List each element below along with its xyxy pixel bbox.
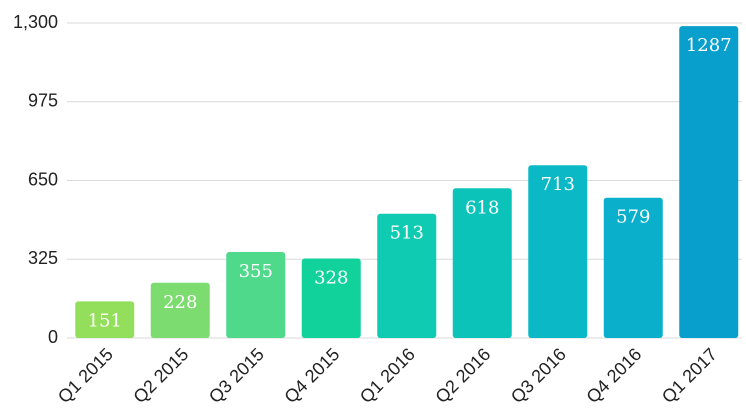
x-tick-label: Q2 2016: [431, 344, 494, 407]
y-tick-label: 650: [28, 169, 58, 189]
value-label: 579: [616, 207, 650, 228]
value-label: 713: [541, 174, 575, 195]
bar: [679, 26, 739, 339]
bar: [150, 282, 210, 338]
value-label: 355: [239, 261, 273, 282]
y-tick-label: 325: [28, 248, 58, 268]
x-tick-label: Q3 2015: [205, 344, 268, 407]
y-tick-label: 0: [48, 327, 58, 347]
bar: [377, 213, 437, 338]
bar: [603, 197, 663, 338]
bar: [75, 301, 135, 338]
x-tick-label: Q1 2015: [54, 344, 117, 407]
y-tick-label: 975: [28, 91, 58, 111]
value-label: 513: [390, 223, 424, 244]
value-label: 151: [88, 310, 122, 331]
x-tick-label: Q2 2015: [129, 344, 192, 407]
value-label: 328: [314, 268, 348, 289]
x-tick-label: Q4 2016: [582, 344, 645, 407]
y-tick-label: 1,300: [13, 12, 58, 32]
bar: [528, 165, 588, 338]
x-tick-label: Q3 2016: [507, 344, 570, 407]
bar: [226, 251, 286, 338]
x-tick-label: Q1 2017: [658, 344, 721, 407]
bar: [452, 188, 512, 338]
value-label: 618: [465, 197, 499, 218]
x-tick-label: Q1 2016: [356, 344, 419, 407]
value-label: 228: [163, 292, 197, 313]
x-tick-label: Q4 2015: [280, 344, 343, 407]
value-label: 1287: [686, 35, 732, 56]
bar: [301, 258, 361, 338]
